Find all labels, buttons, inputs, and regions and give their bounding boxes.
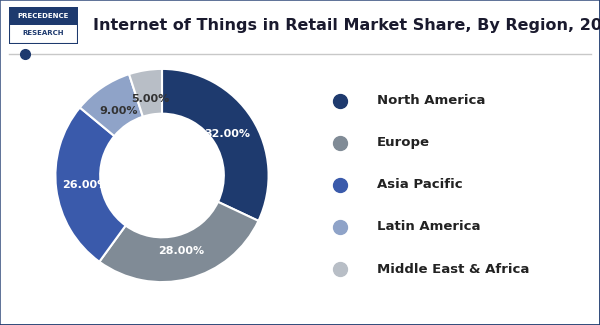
Text: Europe: Europe [377, 136, 430, 149]
Text: Internet of Things in Retail Market Share, By Region, 2022 (%): Internet of Things in Retail Market Shar… [93, 18, 600, 33]
Text: North America: North America [377, 94, 485, 107]
Text: PRECEDENCE: PRECEDENCE [18, 13, 69, 19]
Wedge shape [100, 202, 259, 282]
Text: 32.00%: 32.00% [205, 129, 251, 139]
Text: 5.00%: 5.00% [131, 94, 169, 104]
Text: Asia Pacific: Asia Pacific [377, 178, 463, 191]
Text: Latin America: Latin America [377, 220, 481, 233]
FancyBboxPatch shape [9, 6, 78, 44]
Wedge shape [55, 108, 125, 262]
Text: RESEARCH: RESEARCH [23, 31, 64, 36]
Wedge shape [129, 69, 162, 117]
FancyBboxPatch shape [9, 6, 78, 25]
Text: 9.00%: 9.00% [99, 106, 137, 116]
Text: Middle East & Africa: Middle East & Africa [377, 263, 529, 276]
Text: 28.00%: 28.00% [158, 246, 205, 256]
Wedge shape [80, 74, 143, 136]
Text: 26.00%: 26.00% [62, 180, 108, 190]
Wedge shape [162, 69, 269, 221]
